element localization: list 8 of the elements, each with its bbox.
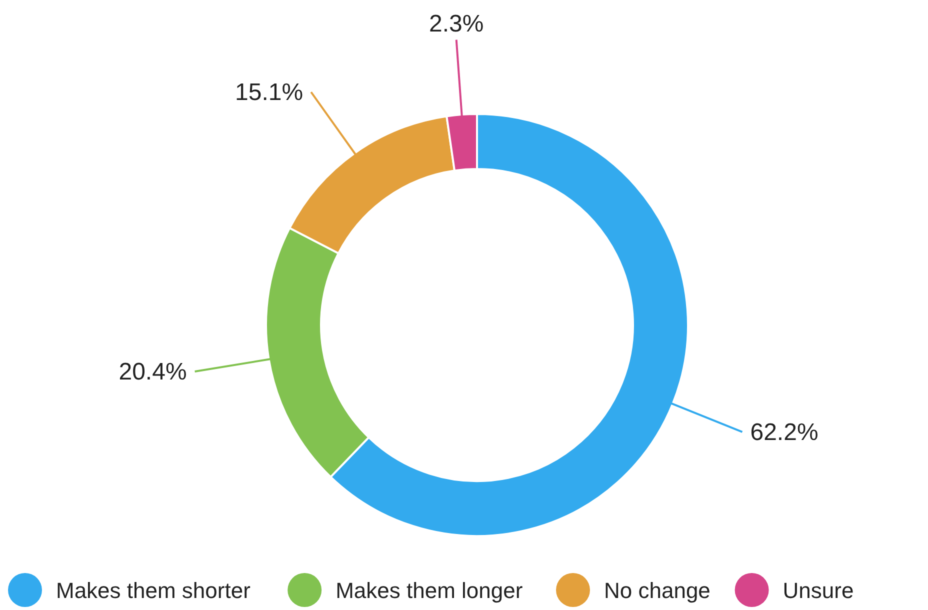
data-label: 20.4% xyxy=(118,358,187,386)
data-label: 15.1% xyxy=(235,79,304,106)
data-label: 2.3% xyxy=(429,10,484,38)
legend-label: Unsure xyxy=(782,578,854,603)
data-label: 62.2% xyxy=(750,418,818,446)
legend-label: Makes them longer xyxy=(336,578,523,603)
legend-label: Makes them shorter xyxy=(56,578,250,603)
legend-label: No change xyxy=(604,578,710,603)
